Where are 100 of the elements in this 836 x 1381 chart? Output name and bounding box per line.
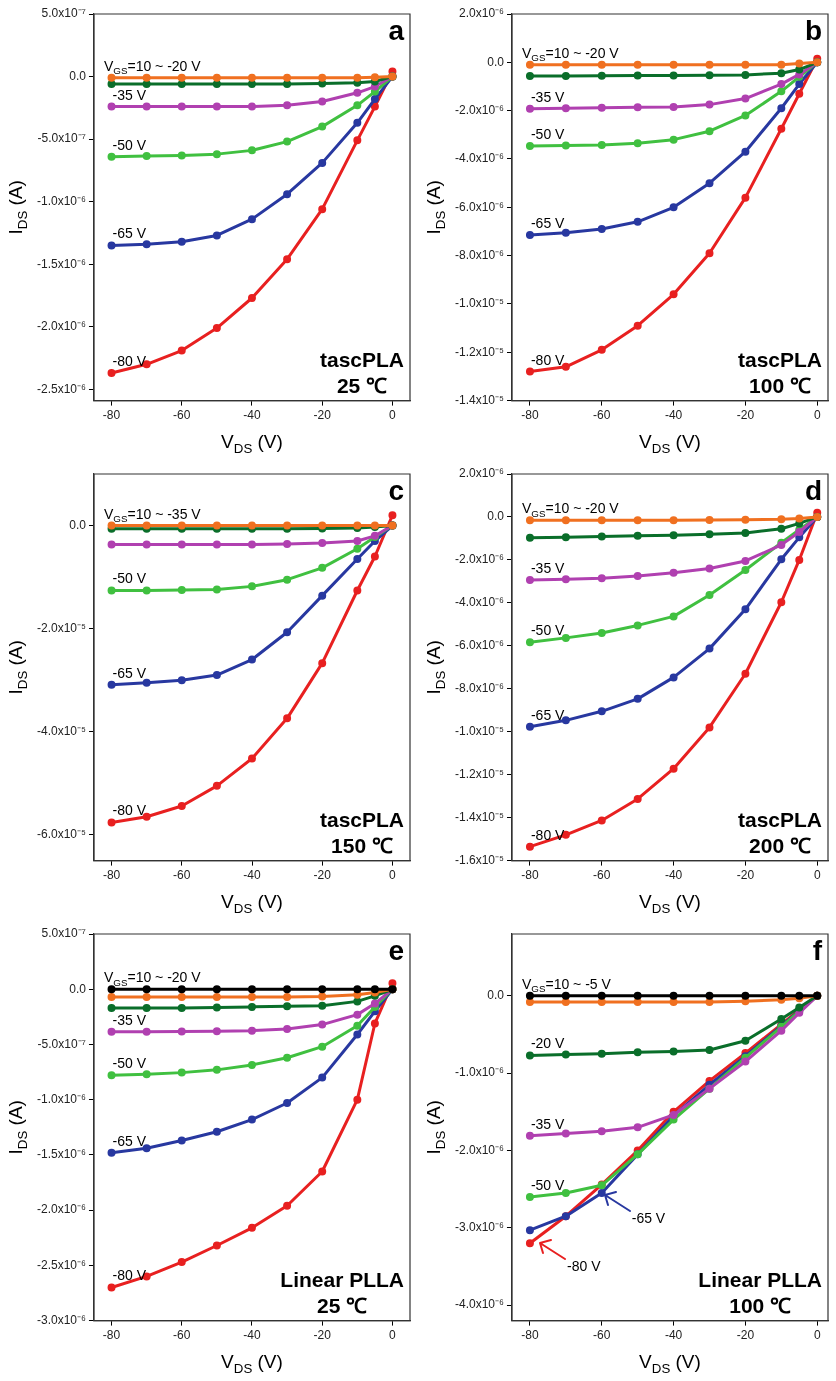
annotation: -80 V — [567, 1257, 602, 1274]
y-tick-label: -4.0x10⁻⁶ — [455, 151, 505, 166]
x-tick-label: -60 — [173, 408, 191, 423]
y-tick-label: -2.5x10⁻⁶ — [37, 1257, 87, 1272]
y-tick-label: -2.0x10⁻⁵ — [37, 620, 87, 635]
x-tick-label: -60 — [173, 868, 191, 883]
y-tick-label: -1.4x10⁻⁵ — [455, 809, 505, 824]
x-tick-label: -80 — [102, 868, 121, 883]
annotation: -80 V — [530, 351, 566, 368]
annotation: -65 V — [631, 1210, 666, 1227]
y-tick-label: 0.0 — [487, 54, 505, 69]
annotation: -35 V — [530, 1115, 566, 1132]
y-tick-label: -1.4x10⁻⁵ — [455, 392, 505, 407]
y-tick-label: 0.0 — [69, 517, 87, 532]
y-tick-label: -4.0x10⁻⁵ — [37, 724, 87, 739]
y-tick-label: -8.0x10⁻⁶ — [455, 681, 505, 696]
y-tick-label: -4.0x10⁻⁶ — [455, 595, 505, 610]
y-tick-label: -2.0x10⁻⁶ — [455, 552, 505, 567]
annotation: -65 V — [530, 706, 566, 723]
x-tick-label: -20 — [736, 868, 755, 883]
x-tick-label: -80 — [102, 408, 121, 423]
annotation: -35 V — [112, 86, 147, 103]
y-tick-label: 0.0 — [487, 988, 505, 1003]
y-tick-label: -3.0x10⁻⁶ — [455, 1220, 505, 1235]
annotation: 150 ℃ — [331, 833, 393, 857]
y-tick-label: -1.2x10⁻⁵ — [455, 767, 505, 781]
y-axis-title: IDS (A) — [5, 180, 30, 235]
y-tick-label: -1.0x10⁻⁶ — [37, 1092, 87, 1106]
annotation: 100 ℃ — [729, 1293, 792, 1317]
y-tick-label: -1.2x10⁻⁵ — [455, 344, 505, 359]
x-tick-label: 0 — [813, 1328, 821, 1343]
x-tick-label: -20 — [736, 408, 755, 423]
x-tick-label: 0 — [813, 408, 821, 423]
annotation: -35 V — [530, 559, 566, 576]
y-tick-label: -1.0x10⁻⁶ — [37, 193, 87, 208]
annotation: -35 V — [530, 88, 566, 105]
x-tick-label: -80 — [102, 1328, 121, 1343]
y-tick-label: -5.0x10⁻⁷ — [37, 1036, 86, 1051]
y-tick-label: -1.0x10⁻⁶ — [455, 1065, 505, 1080]
y-axis-title: IDS (A) — [5, 1100, 30, 1155]
annotation: -65 V — [112, 664, 147, 681]
annotation: -65 V — [530, 215, 566, 232]
x-tick-label: -20 — [313, 1328, 332, 1343]
x-tick-label: -40 — [664, 1328, 683, 1343]
x-tick-label: -80 — [521, 408, 539, 423]
annotation: 25 ℃ — [317, 1293, 368, 1317]
annotation: -50 V — [112, 1055, 147, 1072]
annotation: Linear PLLA — [698, 1267, 822, 1291]
x-tick-label: -20 — [313, 408, 332, 423]
y-tick-label: 0.0 — [487, 509, 505, 524]
x-tick-label: 0 — [389, 408, 397, 423]
y-tick-label: -2.0x10⁻⁶ — [37, 1202, 87, 1217]
y-axis-title: IDS (A) — [423, 180, 448, 235]
y-tick-label: -8.0x10⁻⁶ — [455, 247, 505, 262]
annotation: -50 V — [112, 136, 147, 153]
x-tick-label: -20 — [313, 868, 332, 883]
annotation: tascPLA — [319, 347, 404, 371]
x-tick-label: -40 — [664, 408, 683, 423]
y-tick-label: -6.0x10⁻⁵ — [37, 827, 87, 842]
annotation: -80 V — [112, 802, 147, 819]
y-tick-label: -6.0x10⁻⁶ — [455, 199, 505, 214]
y-tick-label: -2.5x10⁻⁶ — [37, 381, 87, 396]
x-tick-label: -40 — [243, 408, 261, 423]
chart-title: c — [388, 474, 404, 506]
annotation: 25 ℃ — [336, 373, 388, 397]
annotation: -50 V — [112, 570, 147, 587]
y-axis-title: IDS (A) — [5, 640, 30, 695]
annotation: Linear PLLA — [280, 1267, 404, 1291]
annotation: tascPLA — [737, 347, 822, 371]
y-tick-label: -4.0x10⁻⁶ — [455, 1297, 505, 1312]
x-tick-label: -60 — [593, 1328, 611, 1343]
annotation: tascPLA — [319, 807, 404, 831]
y-tick-label: 5.0x10⁻⁷ — [41, 6, 86, 21]
annotation: -35 V — [112, 1011, 147, 1028]
y-tick-label: -1.6x10⁻⁵ — [455, 852, 505, 867]
y-tick-label: -2.0x10⁻⁶ — [455, 102, 505, 117]
x-tick-label: -80 — [521, 1328, 539, 1343]
y-tick-label: -2.0x10⁻⁶ — [455, 1142, 505, 1157]
chart-title: e — [388, 934, 404, 966]
y-axis-title: IDS (A) — [423, 1100, 448, 1155]
x-tick-label: -40 — [243, 1328, 261, 1343]
x-tick-label: 0 — [389, 1328, 397, 1343]
y-tick-label: -1.0x10⁻⁵ — [455, 296, 505, 311]
y-tick-label: 5.0x10⁻⁷ — [41, 926, 86, 941]
annotation: -50 V — [530, 622, 566, 639]
y-tick-label: -1.0x10⁻⁵ — [455, 724, 505, 739]
y-axis-title: IDS (A) — [423, 640, 448, 695]
annotation: tascPLA — [737, 807, 822, 831]
y-tick-label: -5.0x10⁻⁷ — [37, 131, 86, 146]
x-tick-label: -60 — [593, 408, 611, 423]
y-tick-label: 0.0 — [69, 68, 87, 83]
chart-title: b — [804, 14, 822, 46]
annotation: 200 ℃ — [749, 833, 811, 857]
y-tick-label: -3.0x10⁻⁶ — [37, 1312, 87, 1327]
x-tick-label: 0 — [813, 868, 821, 883]
y-tick-label: -2.0x10⁻⁶ — [37, 319, 87, 334]
x-tick-label: -20 — [736, 1328, 755, 1343]
x-tick-label: -80 — [521, 868, 539, 883]
annotation: -65 V — [112, 1132, 147, 1149]
annotation: 100 ℃ — [749, 373, 811, 397]
